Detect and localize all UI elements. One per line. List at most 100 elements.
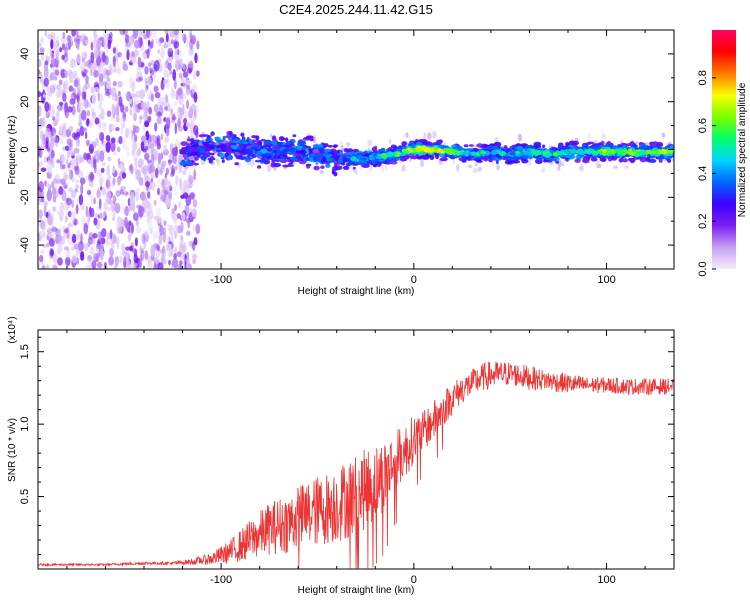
- noise-blob: [93, 69, 99, 78]
- noise-blob: [61, 189, 67, 202]
- noise-blob: [70, 190, 76, 199]
- noise-blob: [144, 152, 150, 161]
- signal-blob: [290, 157, 298, 161]
- noise-blob: [76, 53, 81, 65]
- signal-blob: [228, 131, 233, 136]
- noise-blob: [117, 176, 121, 186]
- noise-blob: [76, 94, 80, 102]
- noise-blob: [179, 50, 183, 58]
- noise-blob: [108, 63, 113, 76]
- snr-y-tick-label: 0.5: [19, 489, 31, 504]
- signal-blob: [309, 153, 318, 158]
- signal-blob: [493, 151, 499, 155]
- noise-blob: [169, 30, 175, 38]
- noise-blob: [86, 118, 90, 127]
- signal-blob: [352, 166, 356, 170]
- noise-blob: [160, 188, 166, 200]
- noise-blob: [105, 69, 112, 76]
- noise-blob: [177, 200, 182, 209]
- noise-blob: [142, 209, 149, 218]
- noise-blob: [155, 243, 160, 250]
- noise-blob: [88, 122, 94, 128]
- signal-blob: [208, 159, 213, 164]
- noise-blob: [134, 40, 140, 49]
- noise-blob: [142, 135, 147, 141]
- signal-blob: [602, 157, 606, 163]
- noise-blob: [174, 59, 181, 71]
- noise-blob: [186, 80, 193, 85]
- signal-blob: [196, 146, 202, 151]
- noise-blob: [98, 92, 104, 104]
- noise-blob: [179, 241, 183, 250]
- noise-blob: [108, 123, 113, 133]
- noise-blob: [76, 30, 79, 38]
- signal-blob: [639, 158, 648, 163]
- noise-speck: [473, 144, 477, 149]
- noise-blob: [188, 48, 194, 56]
- snr-y-tick-label: 1.5: [19, 344, 31, 359]
- noise-blob: [99, 176, 103, 187]
- noise-speck: [636, 141, 639, 145]
- noise-blob: [94, 150, 98, 160]
- signal-blob: [463, 144, 469, 148]
- noise-blob: [105, 191, 112, 200]
- signal-blob: [267, 148, 273, 152]
- noise-blob: [79, 177, 86, 185]
- signal-blob: [244, 158, 251, 163]
- noise-blob: [192, 258, 197, 264]
- noise-blob: [134, 134, 138, 142]
- noise-speck: [345, 142, 351, 147]
- noise-blob: [70, 146, 74, 152]
- signal-blob: [651, 141, 659, 147]
- noise-blob: [150, 245, 155, 257]
- noise-blob: [192, 253, 198, 260]
- noise-blob: [154, 122, 158, 132]
- noise-blob: [50, 39, 54, 50]
- noise-blob: [106, 110, 112, 118]
- noise-blob: [53, 252, 58, 264]
- noise-blob: [189, 32, 193, 43]
- signal-blob: [194, 156, 199, 161]
- noise-blob: [104, 91, 111, 97]
- noise-blob: [142, 124, 145, 131]
- signal-blob: [253, 148, 261, 151]
- signal-blob: [358, 155, 362, 160]
- noise-blob: [151, 38, 155, 46]
- noise-blob: [111, 103, 115, 115]
- noise-blob: [73, 70, 78, 80]
- signal-blob: [657, 150, 665, 155]
- noise-blob: [153, 72, 157, 81]
- noise-blob: [73, 218, 77, 226]
- spectrogram-x-axis-label: Height of straight line (km): [298, 286, 415, 297]
- signal-blob: [521, 158, 529, 164]
- noise-speck: [527, 157, 532, 166]
- noise-speck: [360, 166, 363, 171]
- noise-speck: [472, 167, 478, 174]
- noise-blob: [107, 241, 112, 246]
- noise-blob: [140, 250, 145, 262]
- noise-blob: [85, 258, 91, 267]
- noise-blob: [134, 49, 138, 59]
- noise-speck: [613, 165, 618, 169]
- noise-blob: [50, 212, 54, 223]
- noise-blob: [82, 72, 86, 78]
- noise-blob: [116, 67, 122, 75]
- noise-blob: [106, 206, 111, 212]
- signal-blob: [312, 149, 320, 154]
- noise-blob: [146, 159, 152, 164]
- noise-blob: [68, 125, 74, 132]
- noise-blob: [71, 30, 77, 37]
- noise-blob: [38, 145, 41, 157]
- noise-blob: [152, 231, 157, 243]
- noise-blob: [87, 240, 91, 248]
- noise-blob: [162, 227, 167, 235]
- noise-blob: [146, 92, 150, 101]
- signal-blob: [649, 158, 657, 163]
- signal-blob: [375, 155, 382, 160]
- signal-blob: [516, 145, 522, 151]
- signal-blob: [285, 156, 292, 160]
- noise-blob: [46, 235, 50, 240]
- noise-blob: [41, 117, 46, 127]
- noise-blob: [117, 157, 121, 165]
- signal-blob: [638, 150, 646, 155]
